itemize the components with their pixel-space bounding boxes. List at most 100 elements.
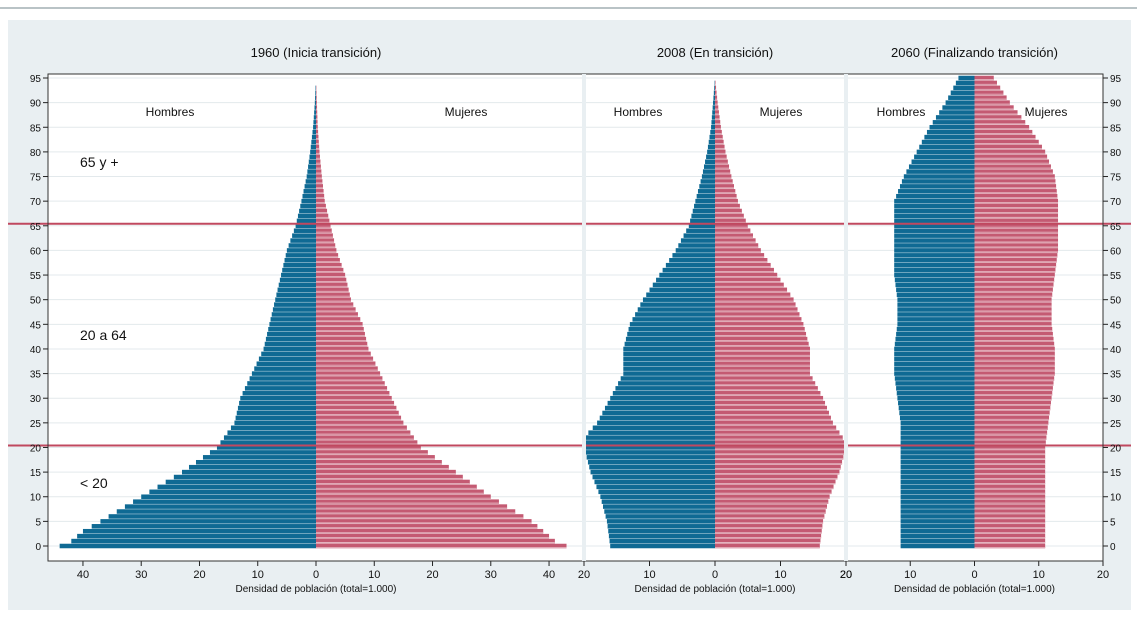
bar-hombres xyxy=(662,267,715,273)
bar-mujeres xyxy=(974,312,1052,317)
bar-hombres xyxy=(608,528,715,534)
bar-hombres xyxy=(308,159,316,165)
bar-hombres xyxy=(901,179,975,184)
label-mujeres: Mujeres xyxy=(445,105,488,119)
bar-hombres xyxy=(279,277,316,283)
bar-hombres xyxy=(239,400,316,406)
bar-hombres xyxy=(220,440,316,445)
bar-hombres xyxy=(897,297,975,302)
bar-hombres xyxy=(896,287,975,293)
x-tick-label: 10 xyxy=(904,569,916,581)
bar-mujeres xyxy=(316,538,555,544)
bar-mujeres xyxy=(316,464,449,470)
bar-mujeres xyxy=(974,469,1046,475)
bar-mujeres xyxy=(974,356,1055,362)
bar-hombres xyxy=(896,326,975,332)
bar-mujeres xyxy=(715,277,781,283)
bar-hombres xyxy=(290,238,316,243)
bar-mujeres xyxy=(316,105,318,110)
bar-hombres xyxy=(314,100,316,105)
bar-hombres xyxy=(894,346,975,352)
bar-hombres xyxy=(697,189,715,194)
bar-mujeres xyxy=(316,134,319,140)
bar-hombres xyxy=(589,464,715,470)
bar-hombres xyxy=(894,376,975,381)
bar-mujeres xyxy=(715,189,736,194)
bar-hombres xyxy=(195,459,316,465)
bar-hombres xyxy=(894,198,975,204)
bar-hombres xyxy=(942,105,975,110)
bar-mujeres xyxy=(316,90,317,96)
bar-hombres xyxy=(615,386,715,391)
bar-mujeres xyxy=(715,248,761,253)
bar-hombres xyxy=(900,533,975,539)
bar-hombres xyxy=(900,494,975,499)
bar-hombres xyxy=(642,297,715,302)
y-tick-label-left: 5 xyxy=(35,517,41,528)
bar-hombres xyxy=(293,228,316,233)
bar-mujeres xyxy=(715,430,840,435)
bar-hombres xyxy=(894,277,975,283)
bar-hombres xyxy=(286,248,316,253)
bar-mujeres xyxy=(974,223,1059,229)
bar-mujeres xyxy=(316,400,395,406)
bar-hombres xyxy=(896,331,975,337)
bar-hombres xyxy=(900,504,975,509)
bar-hombres xyxy=(659,272,715,278)
x-tick-label: 30 xyxy=(485,569,497,581)
bar-mujeres xyxy=(974,272,1055,278)
bar-hombres xyxy=(594,479,715,485)
bar-mujeres xyxy=(316,248,337,253)
bar-hombres xyxy=(895,336,975,342)
bar-hombres xyxy=(894,371,975,376)
bar-hombres xyxy=(202,455,316,460)
bar-hombres xyxy=(894,351,975,357)
bar-hombres xyxy=(896,391,975,396)
bar-mujeres xyxy=(974,405,1051,411)
bar-mujeres xyxy=(974,100,1010,105)
bar-hombres xyxy=(699,184,715,189)
bar-mujeres xyxy=(316,504,508,509)
bar-hombres xyxy=(601,499,715,504)
bar-mujeres xyxy=(974,115,1022,120)
bar-hombres xyxy=(900,445,975,450)
bar-mujeres xyxy=(316,543,567,549)
x-tick-label: 10 xyxy=(643,569,655,581)
bar-mujeres xyxy=(316,494,491,499)
bar-mujeres xyxy=(715,105,719,110)
bar-hombres xyxy=(108,514,316,519)
bar-hombres xyxy=(240,395,316,401)
bar-hombres xyxy=(597,420,715,426)
bar-mujeres xyxy=(715,504,828,509)
bar-mujeres xyxy=(316,95,317,100)
bar-hombres xyxy=(656,277,715,283)
bar-hombres xyxy=(900,489,975,495)
bar-hombres xyxy=(71,538,316,544)
bar-mujeres xyxy=(974,198,1059,204)
x-tick-label: 10 xyxy=(1033,569,1045,581)
bar-mujeres xyxy=(316,469,456,475)
bar-hombres xyxy=(618,381,715,386)
bar-mujeres xyxy=(974,376,1055,381)
bar-hombres xyxy=(251,371,316,376)
bar-hombres xyxy=(604,405,715,411)
bar-mujeres xyxy=(974,139,1039,145)
y-tick-label-right: 35 xyxy=(1110,370,1122,381)
bar-hombres xyxy=(696,193,715,199)
y-tick-label-right: 80 xyxy=(1110,148,1122,159)
bar-hombres xyxy=(306,174,316,179)
bar-hombres xyxy=(303,189,316,194)
bar-hombres xyxy=(230,425,316,431)
y-tick-label-left: 75 xyxy=(30,173,42,184)
bar-hombres xyxy=(900,425,975,431)
x-axis-label: Densidad de población (total=1.000) xyxy=(635,584,796,595)
bar-mujeres xyxy=(974,213,1059,219)
bar-hombres xyxy=(598,489,715,495)
bar-hombres xyxy=(267,331,316,337)
bar-mujeres xyxy=(715,514,825,519)
bar-mujeres xyxy=(715,223,748,229)
bar-hombres xyxy=(620,376,715,381)
bar-mujeres xyxy=(974,391,1053,396)
bar-hombres xyxy=(894,356,975,362)
bar-mujeres xyxy=(974,267,1056,273)
